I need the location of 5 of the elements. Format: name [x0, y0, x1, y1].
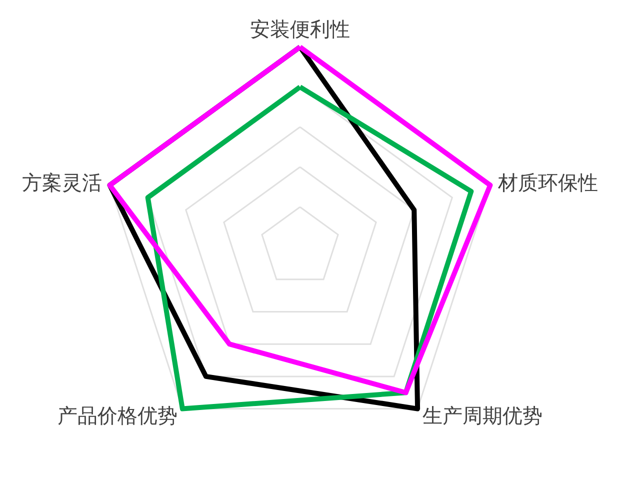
spoke-label: 方案灵活	[22, 170, 102, 195]
spoke-label: 材质环保性	[496, 170, 598, 195]
spoke-label: 安装便利性	[250, 17, 350, 41]
spoke-label: 生产周期优势	[422, 403, 542, 428]
spoke-label: 产品价格优势	[58, 403, 178, 428]
